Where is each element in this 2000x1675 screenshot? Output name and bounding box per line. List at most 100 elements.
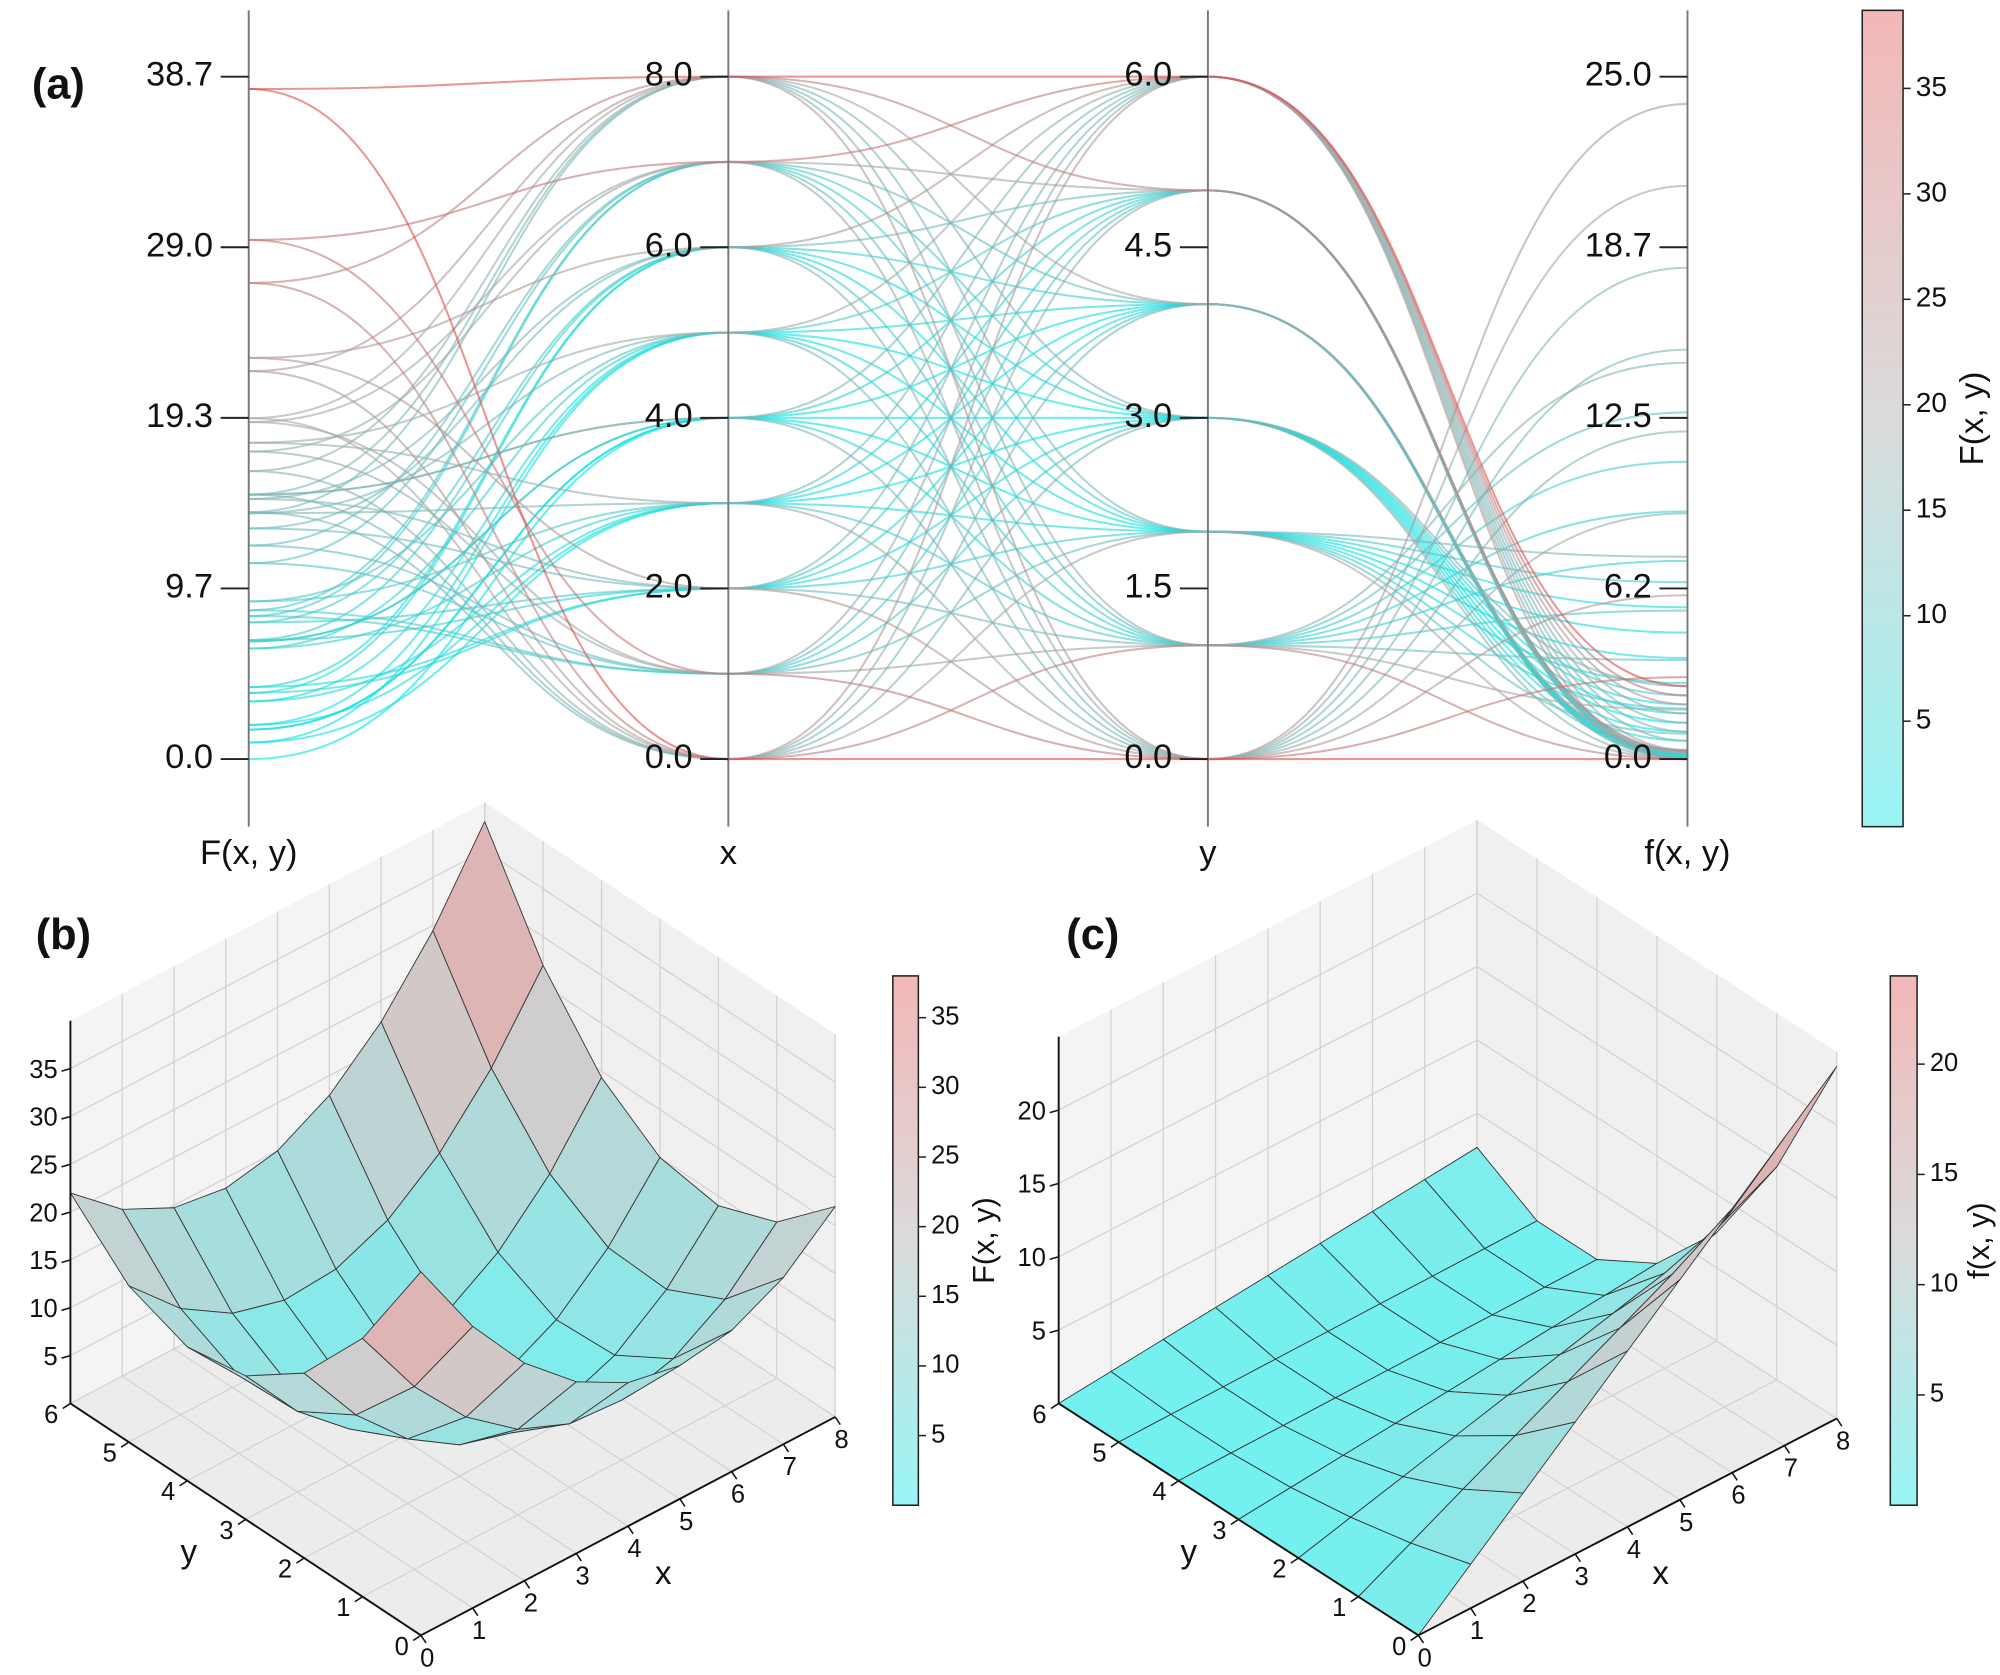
sample-line — [248, 87, 1688, 761]
axis-tick — [575, 1553, 583, 1562]
y-tick-label: 5 — [1092, 1440, 1106, 1468]
x-tick-label: 5 — [1679, 1509, 1693, 1537]
axis-tick — [61, 1259, 71, 1264]
surface — [69, 821, 836, 1446]
axis-tick — [61, 1307, 71, 1312]
sample-line — [248, 75, 1688, 752]
x-tick-label: 2 — [524, 1590, 538, 1618]
axis-tick — [61, 1067, 71, 1072]
y-axis-label: y — [180, 1533, 197, 1570]
sample-line — [248, 189, 1688, 761]
axis-tick — [472, 1607, 479, 1617]
axis-tick-label: 0.0 — [1124, 738, 1172, 776]
axis-tick-label: 4.0 — [645, 397, 693, 435]
axis-tick — [62, 1402, 71, 1410]
axis-tick — [296, 1557, 305, 1564]
z-tick-label: 5 — [1032, 1317, 1046, 1345]
sample-line — [248, 356, 1688, 761]
sample-line — [248, 75, 1688, 697]
axis-tick — [1783, 1445, 1791, 1454]
axis-tick-label: 9.7 — [165, 568, 213, 606]
axis-tick-label: 0.0 — [165, 738, 213, 776]
y-tick-label: 6 — [1032, 1401, 1046, 1429]
grid-line — [1058, 1112, 1478, 1331]
colorbar-tick-label: 35 — [931, 1002, 959, 1030]
y-tick-label: 3 — [219, 1517, 233, 1545]
axis-tick-label: 38.7 — [146, 56, 213, 94]
colorbar-tick-label: 20 — [1916, 387, 1947, 418]
sample-line — [248, 421, 1688, 711]
colorbar-tick-label: 20 — [1930, 1049, 1958, 1077]
sample-line — [248, 331, 1688, 650]
axis-tick — [834, 1416, 841, 1426]
sample-line — [248, 75, 1688, 724]
sample-line — [248, 75, 1688, 733]
sample-line — [248, 246, 1688, 755]
axis-tick — [1050, 1402, 1060, 1410]
x-axis-label: x — [1652, 1555, 1669, 1592]
colorbar-tick-label: 10 — [1930, 1269, 1958, 1297]
y-tick-label: 3 — [1212, 1517, 1226, 1545]
axis-tick — [1230, 1518, 1239, 1526]
surface — [1058, 1066, 1838, 1636]
axis-tick — [1110, 1441, 1120, 1448]
axis-tick — [1679, 1499, 1686, 1508]
colorbar — [1861, 9, 1904, 828]
axis-tick — [1049, 1182, 1059, 1187]
y-tick-label: 2 — [278, 1556, 292, 1584]
axis-tick — [1049, 1256, 1059, 1261]
colorbar-label: F(x, y) — [967, 1197, 1001, 1284]
colorbar-label: F(x, y) — [1954, 372, 1991, 466]
sample-line — [248, 530, 1688, 735]
sample-line — [248, 441, 1688, 761]
axis-label: y — [1199, 834, 1217, 872]
sample-line — [248, 246, 1688, 647]
grid-line — [362, 1377, 778, 1598]
y-tick-label: 4 — [161, 1478, 175, 1506]
colorbar-tick-label: 5 — [1930, 1380, 1944, 1408]
axis-tick-label: 6.2 — [1604, 568, 1652, 606]
x-tick-label: 4 — [1627, 1536, 1641, 1564]
axis-tick — [1731, 1472, 1738, 1481]
y-tick-label: 4 — [1152, 1478, 1166, 1506]
grid-line — [1476, 892, 1838, 1126]
sample-line — [248, 416, 1688, 752]
sample-line — [248, 246, 1688, 689]
x-tick-label: 4 — [627, 1535, 641, 1563]
sample-line — [248, 75, 1688, 558]
sample-line — [248, 75, 1688, 688]
lines — [248, 75, 1688, 761]
axis-tick — [1417, 1634, 1425, 1644]
axis-tick — [420, 1634, 427, 1644]
y-axis-label: y — [1180, 1533, 1197, 1570]
x-axis-label: x — [655, 1555, 672, 1592]
axis-tick — [1410, 1634, 1419, 1642]
axis-tick — [679, 1498, 686, 1507]
sample-line — [248, 75, 1688, 752]
colorbar-tick-label: 10 — [931, 1351, 959, 1379]
axis-tick-label: 0.0 — [645, 738, 693, 776]
grid-line — [484, 897, 836, 1131]
colorbar — [892, 975, 920, 1506]
axis-tick — [61, 1163, 71, 1168]
axis-tick — [354, 1596, 363, 1603]
grid-line — [484, 849, 836, 1083]
axis-tick — [61, 1115, 71, 1120]
colorbar-tick-label: 10 — [1916, 598, 1947, 629]
colorbar-tick-label: 5 — [931, 1420, 945, 1448]
z-tick-label: 20 — [1018, 1097, 1046, 1125]
axis-tick-label: 6.0 — [645, 226, 693, 264]
sample-line — [248, 75, 1688, 742]
axis-tick — [730, 1471, 738, 1480]
y-tick-label: 2 — [1272, 1556, 1286, 1584]
axis-tick — [1350, 1596, 1359, 1603]
x-tick-label: 7 — [783, 1453, 797, 1481]
axis-tick-label: 3.0 — [1124, 397, 1172, 435]
colorbar-tick-label: 20 — [931, 1211, 959, 1239]
x-tick-label: 8 — [834, 1426, 848, 1454]
x-tick-label: 1 — [1470, 1617, 1484, 1645]
panel-label: (c) — [1066, 911, 1119, 959]
sample-line — [248, 75, 1688, 647]
x-tick-label: 5 — [679, 1508, 693, 1536]
